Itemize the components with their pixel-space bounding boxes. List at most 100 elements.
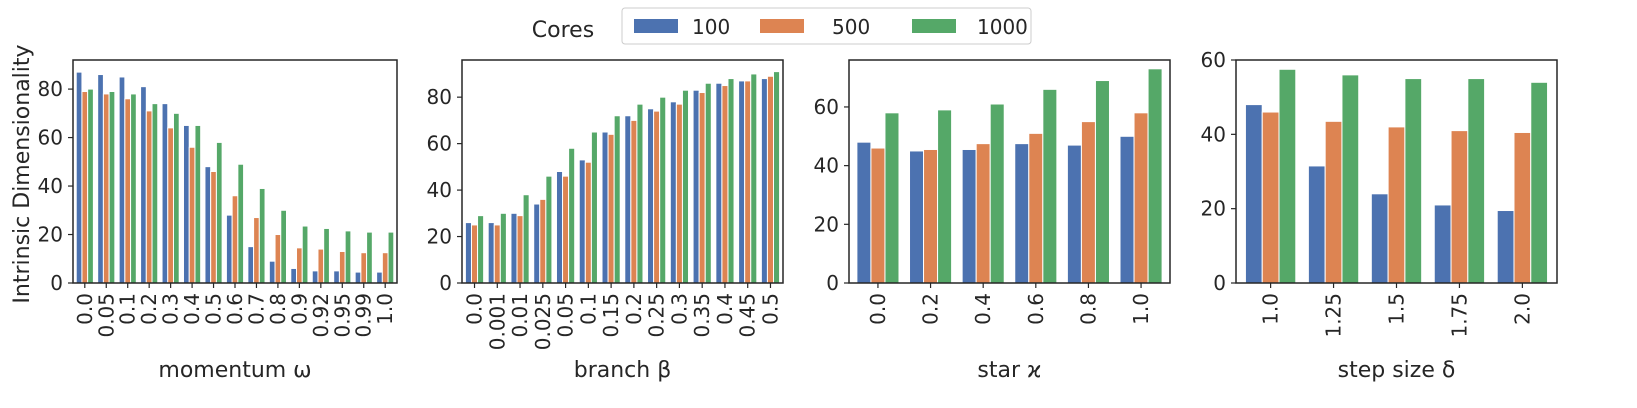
bar-branch-500-6 <box>607 133 615 284</box>
bar-star-100-4 <box>1066 144 1082 284</box>
bar-momentum-500-3 <box>145 110 153 284</box>
x-axis-label-step-size: step size δ <box>1338 358 1456 383</box>
bar-branch-100-6 <box>601 131 609 284</box>
bar-step-size-500-3 <box>1450 130 1469 284</box>
x-tick-label-branch-9: 0.3 <box>667 293 691 325</box>
bar-branch-500-7 <box>630 119 638 284</box>
x-tick-label-momentum-14: 1.0 <box>373 293 397 325</box>
panel-step-size: 0 20 40 60 1.0 1.25 1.5 1.75 2.0 step size δ <box>1201 48 1558 383</box>
bar-branch-500-5 <box>584 161 592 284</box>
bar-momentum-1000-0 <box>87 88 94 284</box>
bar-branch-500-13 <box>766 75 775 284</box>
x-tick-label-momentum-1: 0.05 <box>94 293 118 338</box>
x-tick-label-momentum-10: 0.9 <box>287 293 311 325</box>
x-tick-label-momentum-4: 0.3 <box>159 293 183 325</box>
y-tick-label-branch-4: 80 <box>427 85 452 109</box>
x-tick-label-branch-2: 0.01 <box>508 293 532 338</box>
bar-branch-500-8 <box>653 110 661 284</box>
bar-branch-1000-10 <box>704 82 712 284</box>
x-tick-label-star-2: 0.4 <box>971 293 995 325</box>
y-tick-label-branch-2: 40 <box>427 178 452 202</box>
bar-step-size-500-0 <box>1261 111 1280 284</box>
y-tick-label-star-2: 40 <box>814 154 839 178</box>
bar-momentum-100-5 <box>183 124 190 284</box>
bar-star-1000-3 <box>1042 88 1058 284</box>
x-tick-label-branch-3: 0.025 <box>531 293 555 350</box>
bar-momentum-1000-2 <box>130 93 137 284</box>
bar-star-1000-0 <box>884 112 900 284</box>
bar-momentum-100-14 <box>376 271 383 284</box>
legend-label-1000: 1000 <box>977 15 1028 39</box>
x-tick-label-branch-12: 0.45 <box>736 293 760 338</box>
legend-title: Cores <box>532 18 594 43</box>
bar-momentum-100-3 <box>140 86 147 284</box>
bar-branch-500-12 <box>744 80 752 284</box>
bar-branch-500-4 <box>562 175 570 284</box>
bar-momentum-500-6 <box>210 171 217 284</box>
bar-momentum-1000-6 <box>215 141 223 284</box>
bar-momentum-500-11 <box>317 248 325 284</box>
x-tick-label-step-size-4: 2.0 <box>1510 293 1534 325</box>
bar-step-size-500-2 <box>1387 126 1406 284</box>
x-tick-label-momentum-8: 0.7 <box>244 293 268 325</box>
bar-momentum-500-4 <box>167 127 174 284</box>
x-tick-label-step-size-3: 1.75 <box>1447 293 1471 338</box>
bar-star-500-2 <box>975 143 991 284</box>
bar-branch-1000-1 <box>499 212 507 284</box>
panel-momentum: 0 20 40 60 80 0.00.050.10.20.30.40.50.60.70.8… <box>38 59 398 383</box>
x-axis-label-momentum: momentum ω <box>158 358 311 383</box>
bar-momentum-500-9 <box>274 234 282 284</box>
bar-step-size-1000-2 <box>1404 78 1423 284</box>
y-tick-label-star-1: 20 <box>814 212 839 236</box>
bar-momentum-100-9 <box>268 260 276 284</box>
y-tick-label-step-size-3: 60 <box>1201 48 1226 72</box>
bar-momentum-500-7 <box>231 195 239 284</box>
bar-momentum-500-13 <box>360 252 368 284</box>
panel-branch: 0204060800.00.0010.010.0250.050.10.150.2… <box>427 59 784 383</box>
panel-star: 0 20 40 60 0.0 0.2 0.4 0.6 0.8 1.0 star ϰ <box>814 59 1171 383</box>
legend: Cores 100 500 1000 <box>532 7 1032 45</box>
bar-momentum-1000-7 <box>237 163 245 284</box>
bar-momentum-100-12 <box>333 270 340 284</box>
x-tick-label-star-0: 0.0 <box>866 293 890 325</box>
bar-step-size-1000-4 <box>1530 81 1549 284</box>
bar-branch-1000-11 <box>727 78 735 284</box>
x-tick-label-momentum-5: 0.4 <box>180 293 204 325</box>
bar-momentum-100-11 <box>311 270 319 284</box>
bar-step-size-100-3 <box>1433 204 1452 284</box>
bar-star-1000-5 <box>1147 68 1163 284</box>
bar-momentum-100-10 <box>290 267 298 284</box>
x-tick-label-momentum-13: 0.99 <box>352 293 376 338</box>
bar-momentum-500-12 <box>338 250 346 284</box>
bar-momentum-500-14 <box>381 252 389 284</box>
bar-branch-500-9 <box>675 103 683 284</box>
x-tick-label-branch-4: 0.05 <box>554 293 578 338</box>
bar-star-500-1 <box>923 148 939 284</box>
x-tick-label-momentum-3: 0.2 <box>137 293 161 325</box>
x-tick-label-step-size-0: 1.0 <box>1259 293 1283 325</box>
x-tick-label-branch-5: 0.1 <box>576 293 600 325</box>
bar-branch-1000-7 <box>636 103 644 284</box>
x-tick-label-step-size-1: 1.25 <box>1322 293 1346 338</box>
y-tick-label-branch-0: 0 <box>439 271 452 295</box>
y-tick-label-branch-3: 60 <box>427 132 452 156</box>
bar-branch-100-4 <box>555 171 564 284</box>
bar-momentum-1000-4 <box>172 112 180 284</box>
bar-momentum-100-13 <box>354 271 362 284</box>
bar-star-500-0 <box>870 147 886 284</box>
bar-momentum-100-6 <box>204 166 212 284</box>
x-tick-label-branch-6: 0.15 <box>599 293 623 338</box>
bar-momentum-100-4 <box>161 103 169 284</box>
bar-star-100-0 <box>856 141 872 284</box>
bar-star-500-3 <box>1028 132 1044 284</box>
legend-swatch-100 <box>634 19 678 33</box>
bar-momentum-100-2 <box>118 76 126 284</box>
bar-star-100-2 <box>961 148 977 284</box>
axes-frame-star <box>848 59 1171 284</box>
bar-branch-1000-9 <box>681 89 690 284</box>
x-tick-label-momentum-9: 0.8 <box>266 293 290 325</box>
bar-momentum-1000-3 <box>151 103 159 284</box>
bar-momentum-1000-14 <box>387 231 395 284</box>
bar-step-size-1000-3 <box>1467 78 1486 284</box>
